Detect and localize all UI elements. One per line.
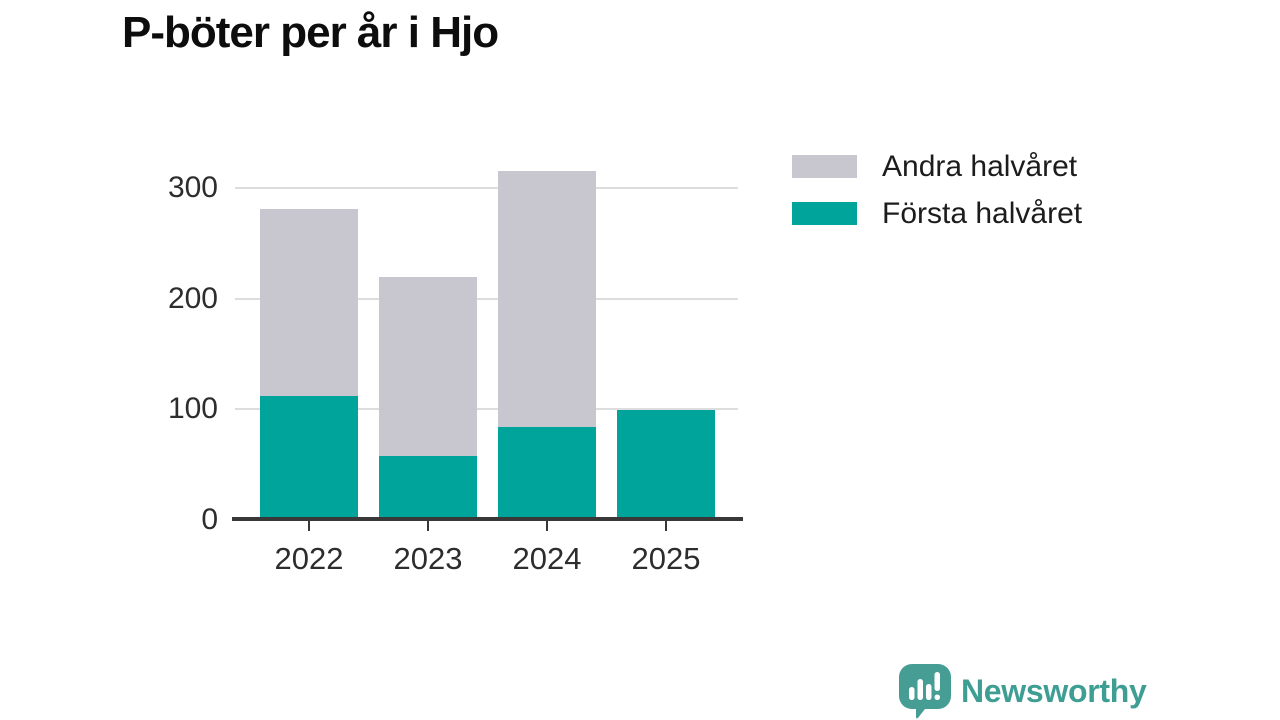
x-axis-tick (665, 521, 667, 531)
bar-2024-forsta (498, 427, 596, 520)
gridline-y-200 (235, 297, 738, 300)
legend-swatch-andra (792, 155, 857, 178)
bar-2023-andra (379, 276, 477, 456)
x-axis-tick (427, 521, 429, 531)
chart-title: P-böter per år i Hjo (122, 8, 499, 57)
bar-2023-forsta (379, 455, 477, 520)
legend-label-forsta: Första halvåret (882, 196, 1083, 230)
gridline-y-300 (235, 187, 738, 189)
x-axis-tick-label: 2024 (512, 541, 582, 576)
y-axis-tick-label: 0 (201, 503, 218, 536)
brand-footer: Newsworthy (898, 663, 1147, 719)
newsworthy-logo-icon (899, 664, 951, 719)
x-axis-tick-label: 2025 (631, 541, 701, 576)
x-axis-tick-label: 2022 (274, 541, 344, 576)
x-axis-tick-label: 2023 (393, 541, 463, 576)
bar-2025-forsta (617, 410, 715, 520)
y-axis-tick-label: 100 (167, 392, 218, 426)
x-axis-tick (546, 521, 548, 531)
brand-name: Newsworthy (961, 672, 1147, 709)
legend-item-andra-halvaret: Andra halvåret (792, 151, 1082, 182)
legend-item-forsta-halvaret: Första halvåret (792, 198, 1082, 229)
gridline-y-100 (235, 408, 738, 411)
legend-label-andra: Andra halvåret (882, 149, 1078, 183)
legend: Andra halvåret Första halvåret (792, 151, 1082, 245)
legend-swatch-forsta (792, 202, 857, 225)
y-axis-tick-label: 300 (167, 171, 218, 204)
bar-2024-andra (498, 171, 596, 428)
bar-2022-andra (260, 209, 358, 397)
y-axis-tick-label: 200 (167, 281, 218, 315)
x-axis-line (232, 517, 743, 521)
x-axis-tick (308, 521, 310, 531)
bar-2022-forsta (260, 396, 358, 520)
